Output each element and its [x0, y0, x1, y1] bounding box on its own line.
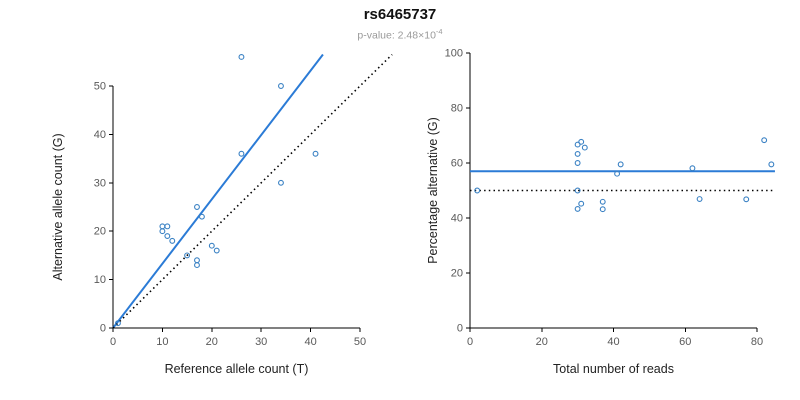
data-point	[761, 137, 768, 144]
svg-text:100: 100	[445, 48, 463, 60]
data-point	[238, 54, 245, 60]
pvalue-text: p-value: 2.48×10	[357, 29, 436, 42]
data-point	[208, 242, 215, 249]
data-point	[312, 150, 319, 157]
data-point	[164, 233, 171, 239]
data-point	[164, 223, 171, 230]
svg-text:20: 20	[536, 336, 548, 348]
data-point	[213, 247, 220, 254]
x-axis-label: Total number of reads	[553, 362, 674, 376]
svg-text:40: 40	[304, 336, 316, 348]
data-point	[278, 83, 284, 89]
svg-text:40: 40	[451, 213, 463, 225]
svg-text:60: 60	[679, 336, 691, 348]
svg-text:20: 20	[206, 336, 218, 348]
data-point	[169, 237, 176, 244]
svg-text:10: 10	[156, 336, 168, 348]
svg-text:10: 10	[94, 274, 106, 286]
svg-text:0: 0	[110, 336, 116, 348]
data-point	[114, 320, 121, 327]
percentage-alternative-scatter-plot: 0 20 40 60 80 0 20 40 60 80 100 Total number of rea…	[426, 48, 775, 376]
data-point	[574, 150, 581, 157]
data-point	[617, 161, 624, 168]
data-point	[578, 200, 585, 207]
allele-count-scatter-plot: 0 10 20 30 40 50 0 10 20 30 40 50 Reference allele c…	[51, 53, 393, 376]
data-point	[768, 161, 775, 168]
svg-text:30: 30	[94, 177, 106, 189]
data-point	[194, 262, 200, 269]
data-point	[574, 205, 581, 212]
data-point	[574, 160, 581, 166]
svg-text:60: 60	[451, 158, 463, 170]
data-point	[574, 141, 581, 148]
snp-title: rs6465737	[363, 6, 437, 23]
pvalue-subtitle: p-value: 2.48×10-4	[0, 26, 800, 42]
data-point	[159, 228, 166, 235]
data-point	[599, 206, 606, 213]
svg-text:20: 20	[451, 268, 463, 280]
data-point	[184, 252, 191, 259]
svg-text:50: 50	[354, 336, 366, 348]
svg-text:80: 80	[451, 103, 463, 115]
y-axis-label: Alternative allele count (G)	[51, 133, 65, 280]
data-point	[278, 179, 284, 186]
svg-text:0: 0	[100, 323, 106, 335]
y-axis-label: Percentage alternative (G)	[426, 117, 440, 264]
data-point	[581, 144, 588, 151]
svg-text:20: 20	[94, 226, 106, 238]
svg-text:0: 0	[467, 336, 473, 348]
fit-line	[112, 53, 324, 329]
data-point	[574, 187, 581, 194]
pvalue-exponent: -4	[435, 27, 443, 36]
data-point	[689, 165, 696, 172]
data-point	[599, 198, 606, 205]
svg-text:40: 40	[94, 129, 106, 141]
data-point	[696, 196, 703, 202]
data-point	[578, 138, 585, 145]
data-point	[743, 196, 750, 203]
data-point	[194, 257, 200, 264]
svg-text:80: 80	[751, 336, 763, 348]
svg-text:50: 50	[94, 81, 106, 93]
svg-text:30: 30	[255, 336, 267, 348]
data-point	[238, 150, 245, 157]
svg-text:40: 40	[607, 336, 619, 348]
data-point	[198, 213, 205, 220]
x-axis-label: Reference allele count (T)	[165, 362, 309, 376]
data-point	[474, 187, 481, 194]
data-point	[614, 170, 621, 177]
svg-text:0: 0	[457, 323, 463, 335]
figure-header: rs6465737 p-value: 2.48×10-4	[0, 6, 800, 42]
data-point	[159, 223, 166, 230]
data-point	[194, 204, 200, 210]
identity-line	[112, 53, 393, 329]
